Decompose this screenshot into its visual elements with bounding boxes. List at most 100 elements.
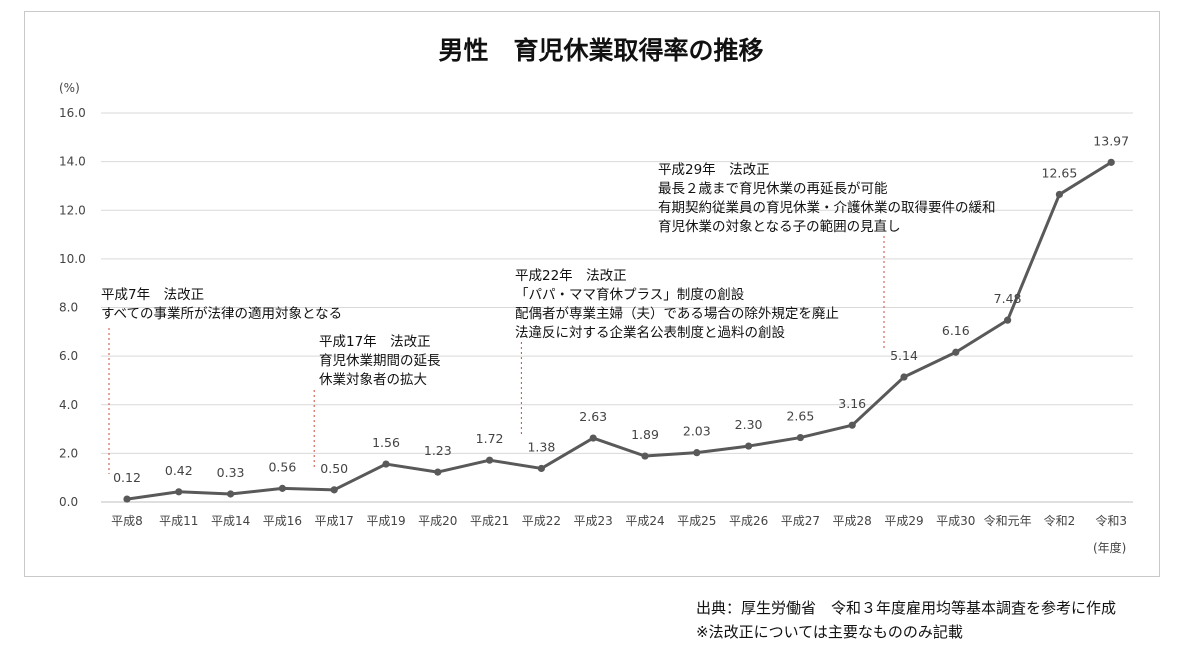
series-line <box>126 161 1112 501</box>
y-tick-label: 10.0 <box>59 252 86 266</box>
x-tick-label: 平成26 <box>729 514 768 528</box>
x-tick-label: 平成22 <box>522 514 561 528</box>
source-citation: 出典：厚生労働省 令和３年度雇用均等基本調査を参考に作成 <box>696 599 1117 617</box>
y-tick-label: 6.0 <box>59 349 78 363</box>
data-point <box>537 464 546 473</box>
annotation-line: 有期契約従業員の育児休業・介護休業の取得要件の緩和 <box>658 199 996 216</box>
annotation-line: 配偶者が専業主婦（夫）である場合の除外規定を廃止 <box>515 305 839 322</box>
annotation-line: 平成29年 法改正 <box>658 162 770 178</box>
x-tick-label: 平成11 <box>159 514 198 528</box>
data-label: 0.33 <box>217 465 245 480</box>
data-point <box>123 495 131 503</box>
annotation-text: 平成29年 法改正最長２歳まで育児休業の再延長が可能有期契約従業員の育児休業・介… <box>658 162 996 235</box>
data-label: 5.14 <box>890 348 918 363</box>
data-label: 0.12 <box>113 470 141 485</box>
data-label: 12.65 <box>1042 165 1078 180</box>
y-tick-label: 12.0 <box>59 203 86 217</box>
data-point <box>278 484 286 492</box>
data-label: 7.48 <box>994 291 1022 306</box>
x-tick-label: 平成23 <box>574 514 613 528</box>
chart-frame: 男性 育児休業取得率の推移 (%) (年度) 平成7年 法改正すべての事業所が法… <box>24 11 1160 577</box>
annotation-line: すべての事業所が法律の適用対象となる <box>101 305 342 322</box>
data-point <box>796 433 805 442</box>
y-axis-ticks: 0.0 2.0 4.0 6.0 8.0 10.0 12.0 14.0 16.0 <box>59 106 86 509</box>
x-tick-label: 平成14 <box>211 514 250 528</box>
data-point <box>1055 190 1063 199</box>
annotation-line: 「パパ・ママ育休プラス」制度の創設 <box>515 287 745 303</box>
x-tick-label: 平成24 <box>625 514 664 528</box>
y-axis-unit: (%) <box>59 81 80 95</box>
y-tick-label: 8.0 <box>59 301 78 315</box>
x-tick-label: 平成8 <box>111 514 143 528</box>
data-label: 13.97 <box>1093 133 1129 148</box>
data-label: 0.56 <box>268 459 296 474</box>
x-tick-label: 平成19 <box>366 514 405 528</box>
source-footnote: ※法改正については主要なもののみ記載 <box>696 623 963 641</box>
data-point <box>486 456 494 464</box>
data-point <box>1107 158 1115 166</box>
annotation-lines <box>108 236 885 474</box>
data-point <box>693 449 701 457</box>
data-label: 2.30 <box>735 417 763 432</box>
x-tick-label: 平成27 <box>781 514 820 528</box>
x-axis-ticks: 平成8 平成11 平成14 平成16 平成17 平成19 平成20 平成21 平成22 平成23 平… <box>111 513 1127 528</box>
data-point <box>589 434 597 442</box>
annotation-line: 平成7年 法改正 <box>101 287 204 303</box>
x-tick-label: 平成16 <box>263 514 302 528</box>
data-point <box>1004 316 1012 324</box>
data-point <box>382 460 390 468</box>
data-point <box>745 442 753 450</box>
x-tick-label: 平成28 <box>833 514 872 528</box>
data-label: 1.89 <box>631 427 659 442</box>
annotation-line: 休業対象者の拡大 <box>319 372 427 388</box>
y-tick-label: 4.0 <box>59 398 78 412</box>
data-point <box>641 452 649 460</box>
data-point <box>434 468 442 476</box>
line-chart: 男性 育児休業取得率の推移 (%) (年度) 平成7年 法改正すべての事業所が法… <box>59 36 1133 555</box>
grid-lines <box>101 112 1133 503</box>
annotation-line: 平成17年 法改正 <box>319 334 431 350</box>
chart-title: 男性 育児休業取得率の推移 <box>438 36 763 65</box>
data-label: 2.03 <box>683 424 711 439</box>
x-axis-unit: (年度) <box>1093 540 1126 555</box>
data-point <box>952 348 960 356</box>
data-point <box>330 486 338 494</box>
annotation-line: 法違反に対する企業名公表制度と過料の創設 <box>515 324 785 341</box>
x-tick-label: 平成25 <box>677 514 716 528</box>
data-label: 2.63 <box>579 409 607 424</box>
data-labels: 0.12 0.42 0.33 0.56 0.50 1.56 1.23 1.72 1.38 2.63… <box>113 133 1129 485</box>
x-tick-label: 令和3 <box>1095 513 1127 528</box>
series-male-leave-rate <box>123 158 1115 503</box>
data-label: 2.65 <box>786 409 814 424</box>
x-tick-label: 令和元年 <box>984 513 1032 528</box>
data-point <box>227 490 235 498</box>
data-point <box>848 421 856 429</box>
y-tick-label: 0.0 <box>59 495 78 509</box>
data-label: 1.72 <box>476 431 504 446</box>
x-tick-label: 令和2 <box>1044 513 1076 528</box>
x-tick-label: 平成21 <box>470 514 509 528</box>
x-tick-label: 平成20 <box>418 514 457 528</box>
data-label: 6.16 <box>942 323 970 338</box>
x-tick-label: 平成29 <box>884 514 923 528</box>
annotation-line: 育児休業期間の延長 <box>319 353 441 369</box>
data-label: 1.56 <box>372 435 400 450</box>
data-label: 1.23 <box>424 443 452 458</box>
annotation-text: 平成7年 法改正すべての事業所が法律の適用対象となる <box>101 287 342 322</box>
annotation-text: 平成22年 法改正「パパ・ママ育休プラス」制度の創設配偶者が専業主婦（夫）である… <box>515 268 839 341</box>
data-point <box>900 373 908 381</box>
x-tick-label: 平成17 <box>315 514 354 528</box>
annotation-line: 育児休業の対象となる子の範囲の見直し <box>658 219 901 235</box>
annotation-line: 平成22年 法改正 <box>515 268 627 284</box>
data-label: 0.50 <box>320 461 348 476</box>
annotation-line: 最長２歳まで育児休業の再延長が可能 <box>658 181 888 197</box>
x-tick-label: 平成30 <box>936 514 975 528</box>
y-tick-label: 16.0 <box>59 106 86 120</box>
data-label: 1.38 <box>527 439 555 454</box>
data-label: 3.16 <box>838 396 866 411</box>
annotation-text: 平成17年 法改正育児休業期間の延長休業対象者の拡大 <box>319 334 441 388</box>
data-label: 0.42 <box>165 463 193 478</box>
y-tick-label: 14.0 <box>59 155 86 169</box>
data-point <box>175 488 183 496</box>
